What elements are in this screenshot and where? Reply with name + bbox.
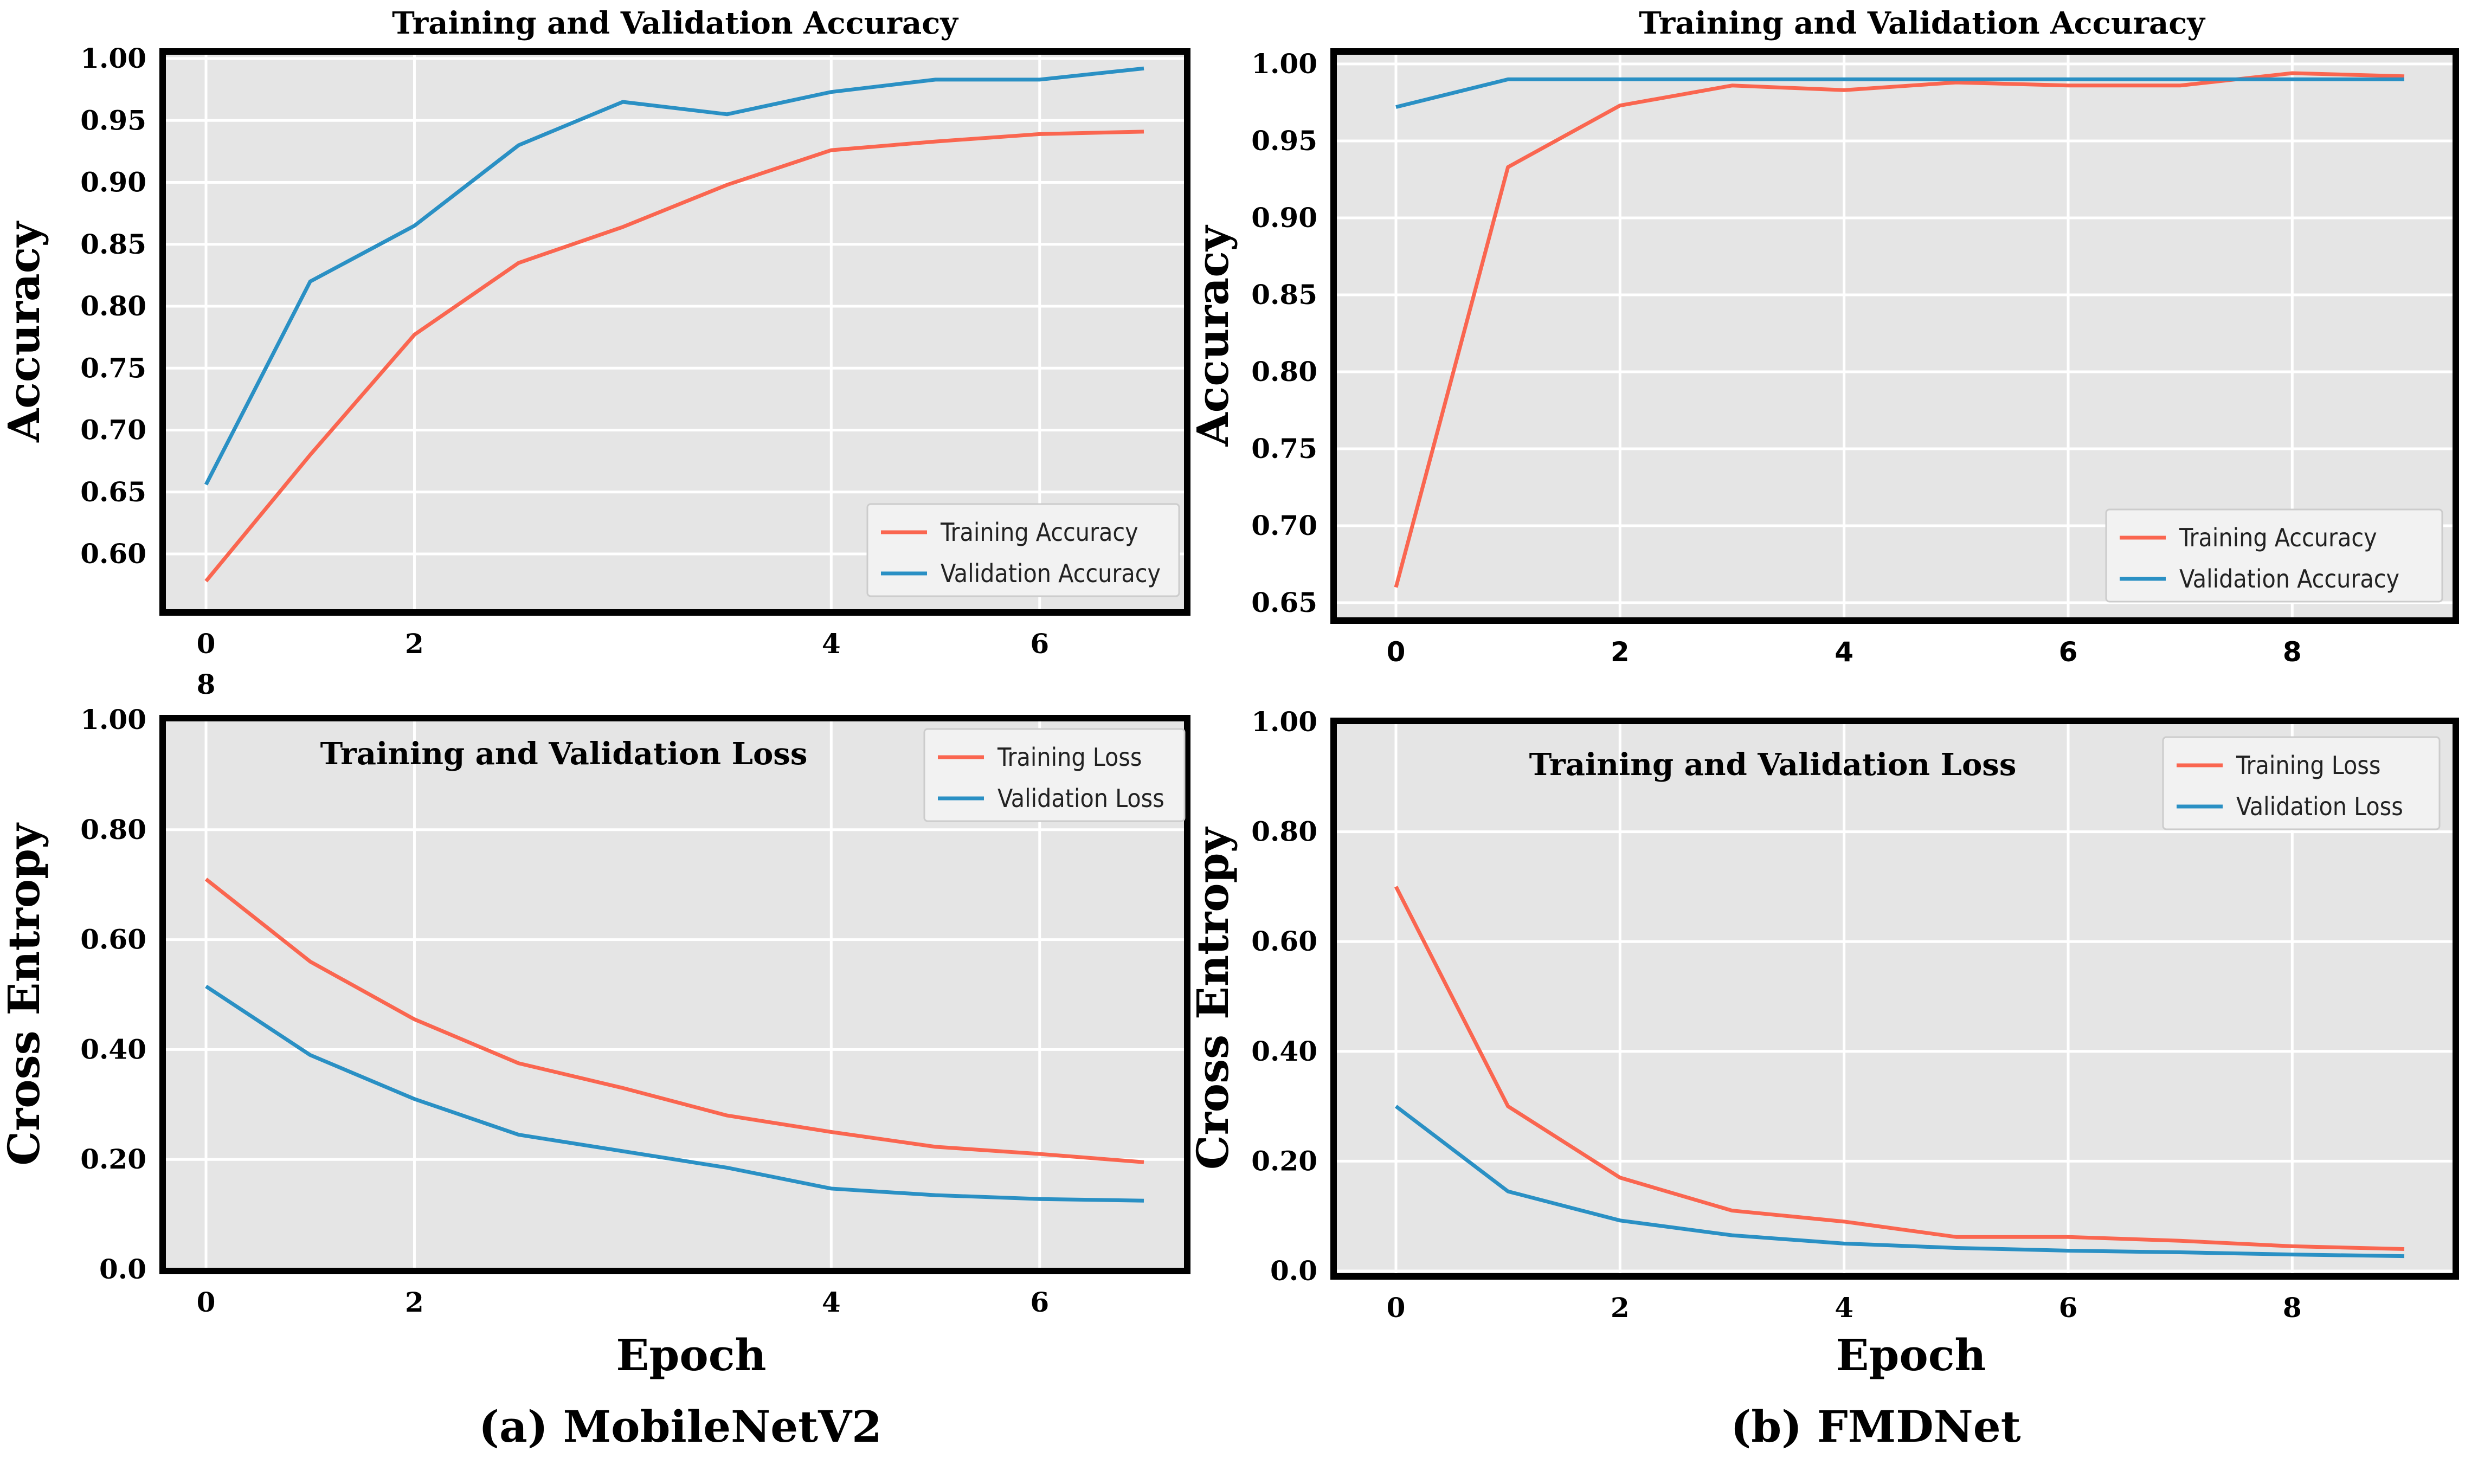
y-tick-label: 0.60 (80, 538, 146, 570)
y-axis-label: Accuracy (1187, 224, 1238, 447)
legend-label: Training Accuracy (940, 518, 1138, 547)
series-line-validation (204, 66, 1144, 486)
legend: Training Loss Validation Loss (2162, 736, 2441, 830)
y-tick-label: 0.80 (1251, 356, 1317, 388)
plot-frame (159, 715, 1190, 1274)
legend-label: Training Loss (997, 743, 1142, 772)
x-tick-label: 0 (197, 628, 216, 660)
x-tick-label: 4 (822, 1286, 841, 1318)
legend-box (923, 728, 1186, 822)
y-axis-label: Cross Entropy (0, 822, 49, 1166)
x-tick-label: 8 (2283, 1292, 2302, 1324)
y-tick-label: 1.00 (1251, 706, 1317, 738)
y-tick-label: 0.90 (80, 166, 146, 198)
x-tick-label: 0 (1387, 636, 1406, 668)
legend: Training Loss Validation Loss (923, 728, 1186, 822)
series-line-validation (1395, 77, 2404, 109)
caption-a: (a) MobileNetV2 (479, 1401, 882, 1452)
chart-b_acc: 0.65 0.70 0.75 0.80 0.85 0.90 0.95 1.00 0 2 4 6 8 Tra… (1187, 5, 2459, 668)
y-tick-label: 0.40 (80, 1033, 146, 1065)
chart-title: Training and Validation Accuracy (1639, 5, 2205, 41)
x-tick-label: 6 (2059, 636, 2078, 668)
x-axis-label: Epoch (1836, 1330, 1986, 1380)
x-tick-label: 4 (1835, 636, 1853, 668)
y-tick-label: 0.70 (80, 414, 146, 446)
y-tick-label: 0.95 (1251, 125, 1317, 157)
series-line-validation (205, 984, 1144, 1203)
chart-title: Training and Validation Loss (320, 736, 808, 772)
y-tick-label: 0.95 (80, 104, 146, 136)
y-tick-label: 0.80 (1251, 816, 1317, 848)
y-tick-label: 0.20 (80, 1143, 146, 1175)
legend-box (866, 503, 1180, 597)
y-tick-label: 0.60 (1251, 925, 1317, 957)
y-tick-label: 0.70 (1251, 509, 1317, 541)
series-line-training (204, 878, 1144, 1164)
chart-b_loss: 0.0 0.20 0.40 0.60 0.80 1.00 0 2 4 6 8 Training and… (1187, 706, 2459, 1380)
y-tick-label: 0.65 (1251, 586, 1317, 618)
caption-b: (b) FMDNet (1730, 1401, 2020, 1452)
y-tick-label: 0.0 (99, 1253, 146, 1285)
legend-label: Validation Loss (997, 784, 1164, 813)
series-line-validation (1394, 1105, 2405, 1259)
legend-label: Validation Loss (2236, 792, 2403, 821)
y-tick-label: 0.90 (1251, 202, 1317, 234)
legend-label: Validation Accuracy (941, 559, 1161, 588)
x-tick-label: 2 (405, 628, 424, 660)
y-tick-label: 0.75 (1251, 433, 1317, 464)
x-tick-label: 2 (1611, 636, 1630, 668)
y-tick-label: 0.80 (80, 290, 146, 322)
legend-box (2162, 736, 2441, 830)
y-axis-label: Accuracy (0, 221, 49, 443)
series-line-training (1394, 886, 2405, 1251)
y-tick-label: 1.00 (80, 42, 146, 74)
x-axis-label: Epoch (616, 1330, 766, 1380)
y-tick-label: 0.85 (1251, 279, 1317, 311)
x-tick-label: 2 (405, 1286, 424, 1318)
x-tick-label: 4 (1835, 1292, 1853, 1324)
plot-frame (1330, 718, 2459, 1280)
legend-box (2105, 508, 2443, 603)
legend-label: Training Loss (2236, 751, 2380, 780)
legend: Training Accuracy Validation Accuracy (2105, 508, 2443, 603)
x-tick-label: 4 (822, 628, 841, 660)
y-tick-label: 0.75 (80, 352, 146, 384)
x-tick-label: 6 (1030, 628, 1049, 660)
legend-label: Training Accuracy (2179, 523, 2377, 552)
y-tick-label: 0.60 (80, 924, 146, 956)
x-tick-label-extra: 8 (197, 668, 216, 700)
plot-frame (159, 48, 1190, 616)
chart-title: Training and Validation Loss (1529, 747, 2017, 783)
x-tick-label: 2 (1611, 1292, 1630, 1324)
y-axis-label: Cross Entropy (1187, 826, 1238, 1170)
x-tick-label: 6 (1030, 1286, 1049, 1318)
x-tick-label: 8 (2283, 636, 2302, 668)
x-tick-label: 6 (2059, 1292, 2078, 1324)
plot-frame (1330, 48, 2459, 624)
y-tick-label: 0.0 (1270, 1255, 1317, 1287)
y-tick-label: 0.80 (80, 814, 146, 846)
legend: Training Accuracy Validation Accuracy (866, 503, 1180, 597)
y-tick-label: 1.00 (80, 704, 146, 735)
y-tick-label: 1.00 (1251, 48, 1317, 80)
y-tick-label: 0.65 (80, 476, 146, 508)
x-tick-label: 0 (197, 1286, 216, 1318)
y-tick-label: 0.20 (1251, 1145, 1317, 1177)
x-tick-label: 0 (1387, 1292, 1406, 1324)
chart-a_loss: 0.0 0.20 0.40 0.60 0.80 1.00 0 2 4 6 Training and … (0, 704, 1190, 1380)
chart-a_acc: 0.60 0.65 0.70 0.75 0.80 0.85 0.90 0.95 1.00 0 2 4 6… (0, 5, 1190, 700)
y-tick-label: 0.40 (1251, 1035, 1317, 1067)
series-line-training (204, 130, 1144, 583)
legend-label: Validation Accuracy (2179, 564, 2399, 593)
chart-title: Training and Validation Accuracy (392, 5, 958, 41)
y-tick-label: 0.85 (80, 228, 146, 260)
